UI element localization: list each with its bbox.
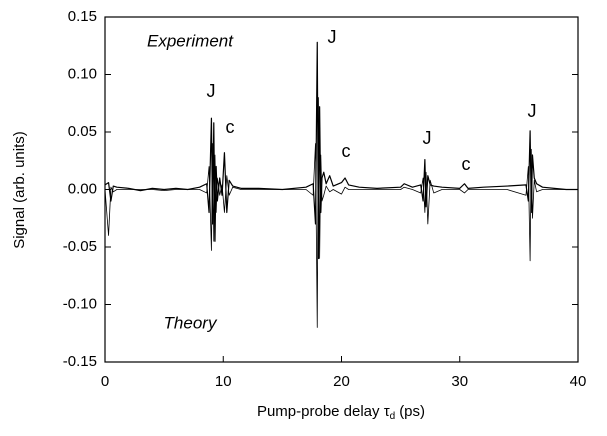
peak-label: c [462, 154, 471, 174]
y-tick-label: -0.15 [63, 353, 97, 370]
series-label: Experiment [147, 31, 234, 50]
y-tick-label: 0.05 [68, 123, 97, 140]
x-tick-label: 40 [570, 373, 587, 390]
y-tick-label: -0.10 [63, 295, 97, 312]
data-line [104, 97, 578, 328]
x-label-main: Pump-probe delay τ [257, 403, 390, 420]
x-tick-label: 0 [101, 373, 109, 390]
y-tick-label: 0.00 [68, 180, 97, 197]
series-label: Theory [164, 313, 218, 332]
y-tick-label: 0.15 [68, 8, 97, 25]
peak-label: c [342, 141, 351, 161]
x-tick-label: 30 [451, 373, 468, 390]
peak-label: J [328, 27, 337, 47]
x-axis-label: Pump-probe delay τd (ps) [257, 403, 425, 422]
x-tick-label: 10 [215, 373, 232, 390]
peak-label: J [207, 81, 216, 101]
y-tick-label: 0.10 [68, 65, 97, 82]
y-axis-label: Signal (arb. units) [11, 131, 28, 249]
x-tick-label: 20 [333, 373, 350, 390]
y-tick-label: -0.05 [63, 238, 97, 255]
data-line [104, 41, 578, 260]
peak-label: c [226, 117, 235, 137]
peak-label: J [528, 101, 537, 121]
x-label-unit: (ps) [399, 403, 425, 420]
x-label-sub: d [390, 411, 396, 422]
peak-label: J [423, 128, 432, 148]
